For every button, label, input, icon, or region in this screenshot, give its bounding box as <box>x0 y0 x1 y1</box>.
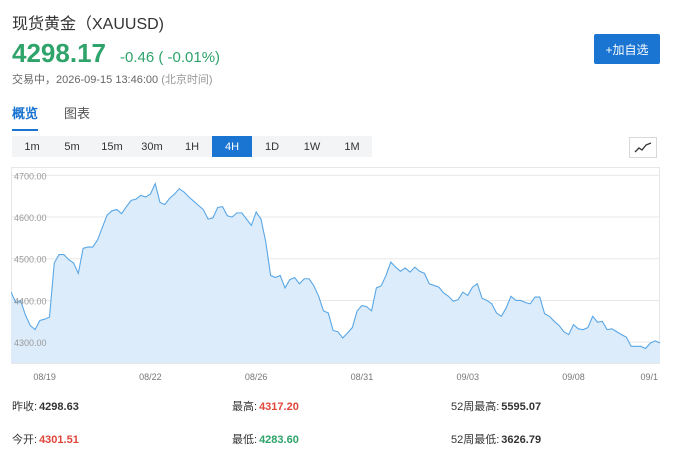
stat-label: 昨收: <box>12 401 38 413</box>
y-tick-label: 4600.00 <box>14 213 47 223</box>
interval-1m[interactable]: 1m <box>24 140 40 153</box>
line-chart-icon <box>634 141 652 152</box>
price-chart[interactable]: 4700.00 4600.00 4500.00 4400.00 4300.00 08/1… <box>11 167 660 385</box>
interval-selector: 1m 5m 15m 30m 1H 4H 1D 1W 1M <box>12 136 372 157</box>
tab-chart[interactable]: 图表 <box>64 106 91 121</box>
stat-value: 5595.07 <box>501 401 542 413</box>
x-tick-label: 08/31 <box>351 372 374 382</box>
stats-panel: 昨收: 4298.63 最高: 4317.20 52周最高: 5595.07 今开: 4… <box>12 398 668 452</box>
current-price: 4298.17 <box>12 38 106 68</box>
timezone-label: (北京时间) <box>161 74 213 86</box>
interval-1w[interactable]: 1W <box>303 140 321 153</box>
interval-1d[interactable]: 1D <box>264 140 280 153</box>
stats-row-2: 今开: 4301.51 最低: 4283.60 52周最低: 3626.79 <box>12 431 668 452</box>
x-tick-label: 09/08 <box>562 372 585 382</box>
stat-low: 最低: 4283.60 <box>232 431 299 447</box>
stat-label: 最高: <box>232 401 258 413</box>
y-axis: 4700.00 4600.00 4500.00 4400.00 4300.00 <box>14 171 47 348</box>
add-to-watchlist-button[interactable]: +加自选 <box>594 34 660 64</box>
stat-52wk-high: 52周最高: 5595.07 <box>451 398 541 414</box>
chart-type-button[interactable] <box>629 137 657 158</box>
stat-value: 4301.51 <box>39 434 79 446</box>
stat-high: 最高: 4317.20 <box>232 398 299 414</box>
stat-open: 今开: 4301.51 <box>12 431 79 447</box>
instrument-title: 现货黄金（XAUUSD) <box>12 16 165 33</box>
stats-row-1: 昨收: 4298.63 最高: 4317.20 52周最高: 5595.07 <box>12 398 668 431</box>
stat-label: 最低: <box>232 434 258 446</box>
x-tick-label: 09/03 <box>456 372 479 382</box>
x-tick-label: 08/26 <box>245 372 268 382</box>
y-tick-label: 4700.00 <box>14 171 47 181</box>
view-tabs: 概览 图表 <box>12 103 116 131</box>
stat-value: 4298.63 <box>39 401 79 413</box>
price-row: 4298.17 -0.46 ( -0.01%) <box>12 38 220 69</box>
x-tick-label: 08/19 <box>33 372 56 382</box>
stat-52wk-low: 52周最低: 3626.79 <box>451 431 541 447</box>
trading-status-text: 交易中，2026-09-15 13:46:00 <box>12 74 159 86</box>
interval-1mo[interactable]: 1M <box>344 140 360 153</box>
stat-label: 52周最高: <box>451 401 500 413</box>
y-tick-label: 4500.00 <box>14 255 47 265</box>
interval-4h[interactable]: 4H <box>212 136 252 157</box>
x-tick-label: 09/1 <box>640 372 658 382</box>
interval-30m[interactable]: 30m <box>141 140 163 153</box>
stat-value: 4283.60 <box>259 434 299 446</box>
price-line <box>11 182 660 350</box>
y-tick-label: 4300.00 <box>14 338 47 348</box>
interval-1h[interactable]: 1H <box>184 140 200 153</box>
plot-border <box>11 167 660 364</box>
trading-status: 交易中，2026-09-15 13:46:00 (北京时间) <box>12 71 213 87</box>
stat-label: 今开: <box>12 434 38 446</box>
stat-value: 4317.20 <box>259 401 299 413</box>
y-tick-label: 4400.00 <box>14 296 47 306</box>
interval-5m[interactable]: 5m <box>64 140 80 153</box>
stat-prev-close: 昨收: 4298.63 <box>12 398 79 414</box>
stat-value: 3626.79 <box>501 434 542 446</box>
x-tick-label: 08/22 <box>139 372 162 382</box>
price-area <box>11 183 660 363</box>
tab-overview[interactable]: 概览 <box>12 103 39 131</box>
stat-label: 52周最低: <box>451 434 500 446</box>
price-change: -0.46 ( -0.01%) <box>119 49 221 66</box>
interval-15m[interactable]: 15m <box>101 140 123 153</box>
